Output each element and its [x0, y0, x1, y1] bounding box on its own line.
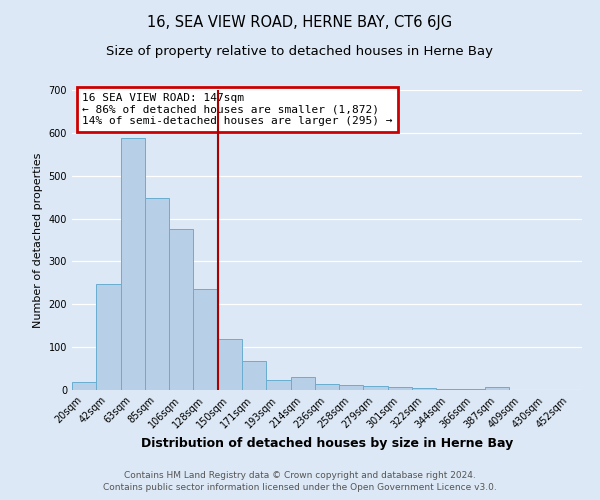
Bar — [461, 389, 485, 390]
Bar — [72, 382, 96, 390]
Bar — [193, 289, 218, 390]
Text: 16, SEA VIEW ROAD, HERNE BAY, CT6 6JG: 16, SEA VIEW ROAD, HERNE BAY, CT6 6JG — [148, 15, 452, 30]
Bar — [266, 380, 290, 390]
Bar — [485, 387, 509, 390]
Text: Contains public sector information licensed under the Open Government Licence v3: Contains public sector information licen… — [103, 484, 497, 492]
Bar — [290, 377, 315, 390]
Bar — [412, 388, 436, 390]
Bar — [169, 229, 193, 390]
Bar — [242, 362, 266, 390]
Bar — [145, 198, 169, 390]
Bar — [436, 389, 461, 390]
Text: Contains HM Land Registry data © Crown copyright and database right 2024.: Contains HM Land Registry data © Crown c… — [124, 471, 476, 480]
Bar — [218, 338, 242, 390]
Bar — [388, 387, 412, 390]
Bar — [121, 138, 145, 390]
Text: Size of property relative to detached houses in Herne Bay: Size of property relative to detached ho… — [107, 45, 493, 58]
Text: 16 SEA VIEW ROAD: 147sqm
← 86% of detached houses are smaller (1,872)
14% of sem: 16 SEA VIEW ROAD: 147sqm ← 86% of detach… — [82, 93, 392, 126]
Bar — [339, 386, 364, 390]
Bar — [315, 384, 339, 390]
Bar — [364, 386, 388, 390]
Bar — [96, 284, 121, 390]
X-axis label: Distribution of detached houses by size in Herne Bay: Distribution of detached houses by size … — [141, 436, 513, 450]
Y-axis label: Number of detached properties: Number of detached properties — [33, 152, 43, 328]
